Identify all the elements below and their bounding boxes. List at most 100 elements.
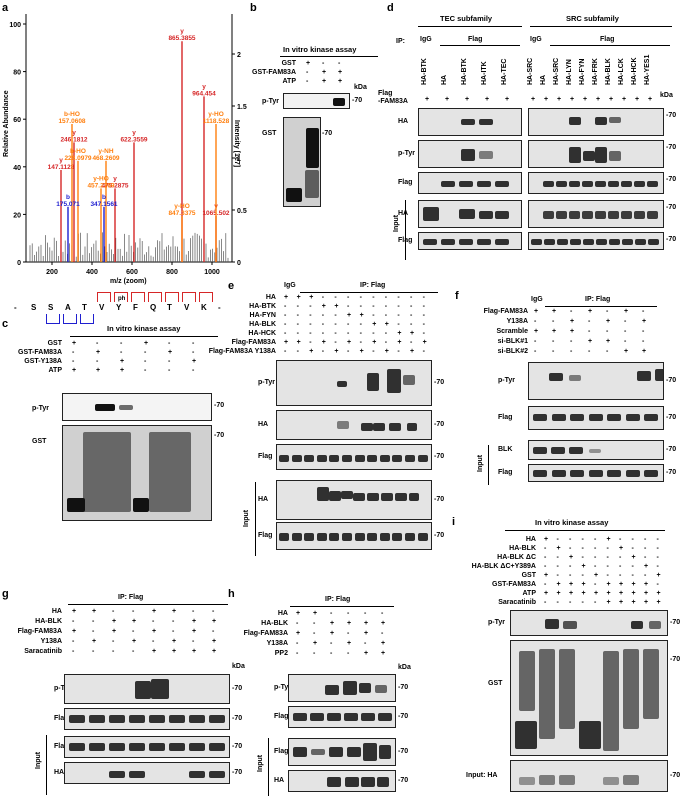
panel-d-flag-sign: +	[635, 96, 640, 103]
panel-h-sign: +	[364, 620, 369, 627]
panel-d-blot-tec	[418, 232, 522, 250]
panel-e-blot	[276, 480, 432, 520]
panel-b-marker-2: -70	[322, 130, 333, 137]
panel-e-row-label: Flag-FAM83A	[231, 339, 276, 346]
panel-i-sign: -	[606, 554, 609, 561]
sequence-residue: K	[201, 303, 207, 312]
panel-d-blot-label: HA	[398, 210, 409, 217]
panel-c-sign: -	[120, 340, 123, 347]
band	[515, 721, 537, 749]
y2-tick-label: 0	[237, 260, 241, 267]
sequence-residue: Y	[116, 303, 122, 312]
panel-e-sign: +	[384, 348, 389, 355]
panel-e-sign: -	[334, 312, 337, 319]
band	[342, 455, 352, 462]
band	[608, 181, 619, 187]
panel-b-label: b	[250, 2, 257, 14]
panel-e-sign: -	[296, 330, 299, 337]
band	[209, 715, 225, 723]
band	[304, 455, 315, 462]
panel-h-sign: +	[381, 620, 386, 627]
panel-g-sign: -	[152, 618, 155, 625]
panel-i-sign: +	[606, 581, 611, 588]
panel-i-sign: +	[644, 581, 649, 588]
panel-g-blot-label: p-Tyr	[54, 685, 71, 692]
band	[603, 651, 619, 751]
panel-f-row-label: Flag-FAM83A	[483, 308, 528, 315]
panel-i-blot-label: Input: HA	[466, 772, 498, 779]
y-ion-bracket	[165, 292, 179, 302]
panel-d-blot-src	[528, 140, 664, 168]
panel-e-igg: IgG	[284, 282, 296, 289]
panel-d-kda: kDa	[660, 92, 673, 99]
panel-g-sign: +	[172, 638, 177, 645]
peak-ion: y	[132, 129, 136, 136]
band	[569, 117, 581, 125]
panel-d-ip: IP:	[396, 38, 405, 45]
panel-d-blot-label: Flag	[398, 179, 413, 186]
y-tick-label: 80	[13, 70, 21, 77]
panel-i-blot-label: p-Tyr	[488, 619, 505, 626]
panel-f-sign: -	[534, 318, 537, 325]
b-ion-bracket	[46, 314, 60, 324]
panel-e-blot-label: HA	[258, 496, 269, 503]
panel-f-sign: -	[534, 348, 537, 355]
band	[379, 533, 390, 541]
panel-e-row-label: HA-FYN	[249, 312, 276, 319]
band	[354, 455, 365, 462]
panel-b-blot-label-ptyr: p-Tyr	[262, 98, 279, 105]
panel-g-row-label: Flag-FAM83A	[17, 628, 62, 635]
peak-mz: 964.454	[192, 90, 216, 97]
band	[361, 713, 375, 721]
panel-i-row-label: GST	[521, 572, 536, 579]
peak-ion: b	[102, 194, 106, 201]
panel-h-row-label: HA-BLK	[261, 620, 288, 627]
band	[327, 713, 341, 721]
panel-h-row-label: Flag-FAM83A	[243, 630, 288, 637]
panel-a-ylabel2: Intensity [1e7]	[233, 120, 240, 168]
band	[539, 649, 555, 739]
panel-d-flag-sign: +	[570, 96, 575, 103]
panel-g-sign: +	[212, 618, 217, 625]
y-ion-bracket	[182, 292, 196, 302]
panel-e-sign: +	[296, 294, 301, 301]
band	[609, 117, 621, 123]
panel-i-sign: +	[606, 590, 611, 597]
panel-d-blot-tec	[418, 200, 522, 228]
panel-e-sign: -	[410, 294, 413, 301]
panel-f-sign: +	[588, 338, 593, 345]
panel-i-sign: +	[556, 590, 561, 597]
band	[310, 713, 324, 721]
phospho-note: ph	[118, 296, 126, 302]
panel-i-sign: +	[569, 554, 574, 561]
panel-f-sign: +	[534, 328, 539, 335]
panel-i-sign: +	[544, 536, 549, 543]
panel-d-blot-src	[528, 200, 664, 228]
band	[647, 211, 658, 219]
band	[643, 649, 659, 719]
band	[543, 181, 554, 187]
panel-h-blot-label: p-Tyr	[274, 684, 291, 691]
panel-f-sign: +	[570, 328, 575, 335]
panel-e-sign: -	[384, 312, 388, 319]
sequence-residue: V	[184, 303, 190, 312]
band	[649, 621, 661, 629]
panel-i-row-label: HA-BLK	[509, 545, 536, 552]
panel-g-marker: -70	[232, 743, 243, 750]
panel-e-marker: -70	[434, 421, 445, 428]
panel-e-sign: -	[422, 294, 425, 301]
x-tick-label: 600	[126, 269, 138, 276]
band	[279, 455, 289, 462]
band	[417, 533, 428, 541]
band	[637, 371, 651, 381]
panel-f-marker: -70	[666, 377, 677, 384]
band	[459, 239, 473, 245]
panel-d-blot-tec	[418, 140, 522, 168]
sequence-residue: T	[167, 303, 172, 312]
panel-b-sign: +	[338, 69, 343, 76]
band	[533, 414, 547, 421]
panel-c-sign: -	[120, 349, 123, 356]
panel-c-marker-2: -70	[214, 432, 225, 439]
panel-h-sign: +	[347, 640, 352, 647]
panel-g-sign: -	[112, 648, 115, 655]
